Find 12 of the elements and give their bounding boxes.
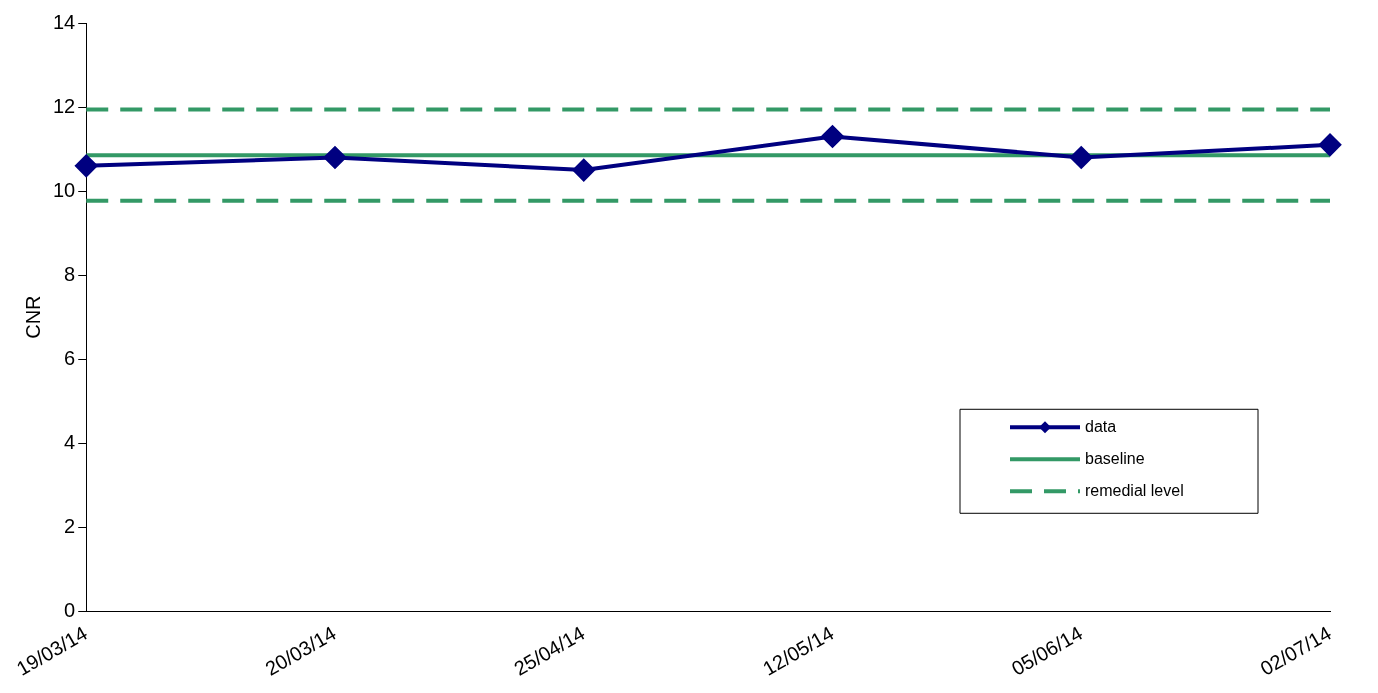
y-tick-label: 10 bbox=[53, 178, 76, 201]
y-tick-label: 2 bbox=[64, 514, 76, 537]
y-tick-label: 6 bbox=[64, 346, 76, 369]
y-tick-label: 8 bbox=[64, 262, 76, 285]
y-axis-title: CNR bbox=[21, 295, 44, 339]
legend-label: data bbox=[1085, 417, 1117, 435]
y-tick-label: 0 bbox=[64, 598, 76, 621]
y-tick-label: 12 bbox=[53, 94, 76, 117]
legend-label: baseline bbox=[1085, 449, 1145, 467]
y-tick-label: 14 bbox=[53, 10, 76, 33]
y-tick-label: 4 bbox=[64, 430, 76, 453]
legend-label: remedial level bbox=[1085, 481, 1184, 499]
